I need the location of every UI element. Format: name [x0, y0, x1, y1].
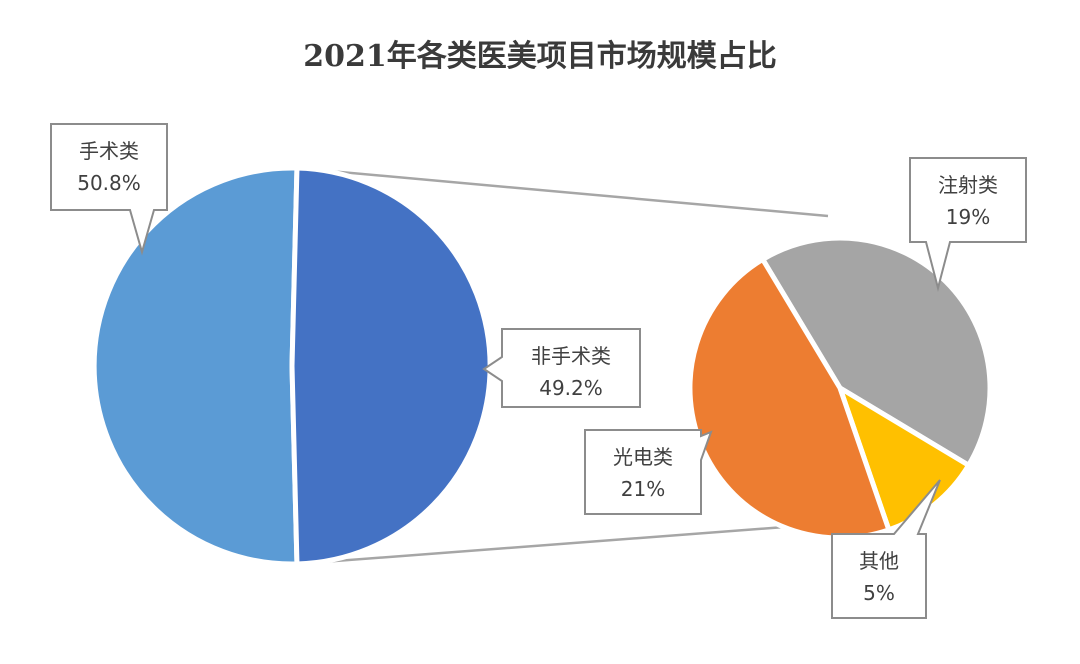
slice-non-surgical [289, 165, 493, 567]
callout-surgical-value: 50.8% [77, 171, 141, 195]
callout-photoelectric: 光电类 21% [584, 429, 713, 515]
chart-title: 2021年各类医美项目市场规模占比 [303, 39, 777, 74]
callout-injection-value: 19% [946, 205, 990, 229]
slice-surgical [91, 165, 300, 567]
slice-other [837, 385, 972, 533]
callout-injection-label: 注射类 [938, 173, 998, 197]
callout-injection: 注射类 19% [909, 157, 1027, 292]
callout-non-surgical-value: 49.2% [539, 376, 603, 400]
callout-non-surgical-label: 非手术类 [531, 344, 611, 368]
callout-surgical-label: 手术类 [79, 139, 139, 163]
callout-other-value: 5% [863, 581, 895, 605]
callout-non-surgical: 非手术类 49.2% [482, 328, 641, 408]
connector-line-top [296, 166, 829, 218]
connector-line-bottom [296, 522, 825, 566]
callout-photoelectric-label: 光电类 [613, 445, 673, 469]
callout-non-surgical-box [482, 328, 641, 408]
callout-other-label: 其他 [859, 549, 899, 573]
callout-surgical: 手术类 50.8% [50, 123, 168, 256]
callout-injection-box [909, 157, 1027, 292]
callout-other: 其他 5% [831, 479, 941, 619]
callout-surgical-box [50, 123, 168, 256]
slice-injection [760, 235, 993, 468]
callout-photoelectric-box [584, 429, 713, 515]
callout-photoelectric-value: 21% [621, 477, 665, 501]
callout-other-box [831, 479, 941, 619]
